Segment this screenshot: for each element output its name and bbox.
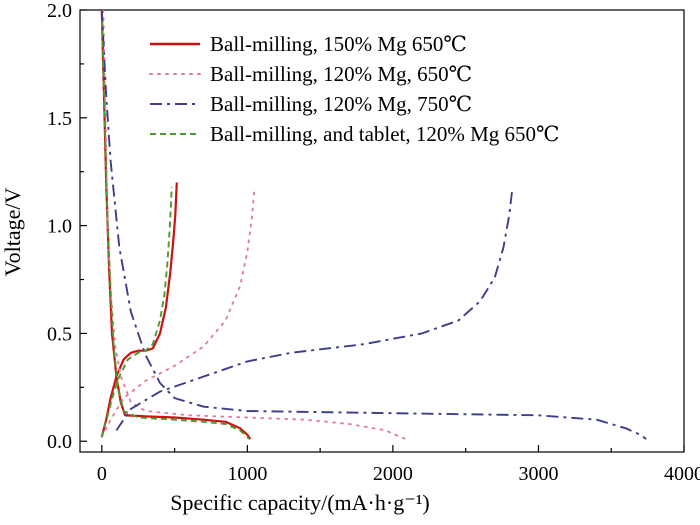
x-tick-label: 1000 [227, 463, 267, 485]
y-tick-label: 1.0 [47, 216, 72, 238]
x-tick-label: 0 [97, 463, 107, 485]
x-tick-label: 3000 [518, 463, 558, 485]
y-tick-label: 2.0 [47, 0, 72, 22]
plot-frame [79, 9, 685, 453]
legend: Ball-milling, 150% Mg 650℃ Ball-milling, … [149, 32, 560, 146]
ticks-layer: 0 1000 2000 3000 4000 0.0 0.5 1.0 1.5 2.0 [47, 0, 700, 485]
x-tick-label: 2000 [373, 463, 413, 485]
y-axis-title: Voltage/V [0, 187, 25, 276]
legend-label-2: Ball-milling, 120% Mg, 650℃ [210, 62, 472, 86]
series-4-charge-line [100, 186, 173, 438]
series-layer [100, 10, 647, 441]
series-2-charge-line [100, 185, 256, 438]
series-1-charge-line [100, 182, 178, 438]
y-tick-label: 0.0 [47, 431, 72, 453]
x-axis-title: Specific capacity/(mA·h·g⁻¹) [170, 490, 430, 515]
y-tick-label: 1.5 [47, 108, 72, 130]
y-tick-label: 0.5 [47, 323, 72, 345]
series-3-charge-line [115, 188, 514, 431]
x-tick-label: 4000 [664, 463, 700, 485]
series-3-discharge-line [100, 10, 647, 440]
legend-label-3: Ball-milling, 120% Mg, 750℃ [210, 92, 472, 116]
series-2-discharge-line [102, 10, 407, 441]
series-4-discharge-line [100, 20, 250, 440]
legend-label-4: Ball-milling, and tablet, 120% Mg 650℃ [210, 122, 560, 146]
legend-label-1: Ball-milling, 150% Mg 650℃ [210, 32, 467, 56]
